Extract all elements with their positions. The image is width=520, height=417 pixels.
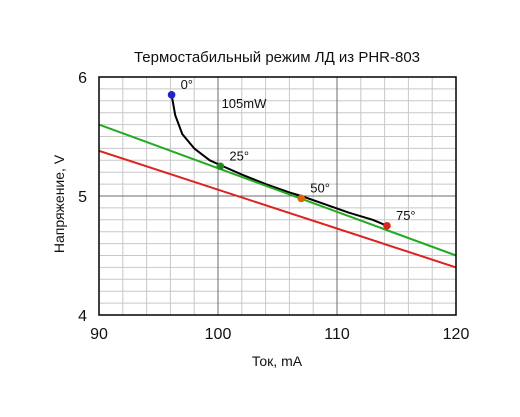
marker-point-1 — [167, 91, 176, 99]
y-tick-label: 4 — [78, 308, 87, 325]
series-line-1 — [170, 93, 388, 227]
marker-label: 75° — [396, 208, 416, 223]
series-line-2 — [99, 123, 456, 257]
marker-point-3 — [297, 194, 306, 203]
series-line-3 — [99, 149, 456, 269]
marker-layer: 0° 25° 50° 75° 105mW — [167, 77, 416, 230]
x-tick-label: 90 — [90, 326, 108, 343]
marker-point-2 — [216, 162, 225, 171]
y-tick-label: 6 — [78, 70, 87, 87]
y-tick-labels: 4 5 6 — [78, 70, 87, 325]
x-tick-label: 120 — [443, 326, 470, 343]
y-tick-label: 5 — [78, 189, 87, 206]
x-tick-label: 100 — [205, 326, 232, 343]
marker-point-4 — [383, 221, 391, 230]
x-tick-labels: 90 100 110 120 — [90, 326, 469, 343]
marker-label: 50° — [310, 180, 330, 195]
x-tick-label: 110 — [324, 326, 350, 343]
marker-label: 25° — [229, 148, 249, 163]
series-layer — [99, 93, 456, 269]
marker-label: 0° — [181, 77, 193, 92]
x-axis-label: Ток, mA — [252, 353, 303, 369]
plot-frame — [98, 76, 457, 316]
chart-title: Термостабильный режим ЛД из PHR-803 — [134, 49, 420, 66]
y-axis-label: Напряжение, V — [51, 154, 67, 253]
power-annotation: 105mW — [222, 96, 268, 111]
